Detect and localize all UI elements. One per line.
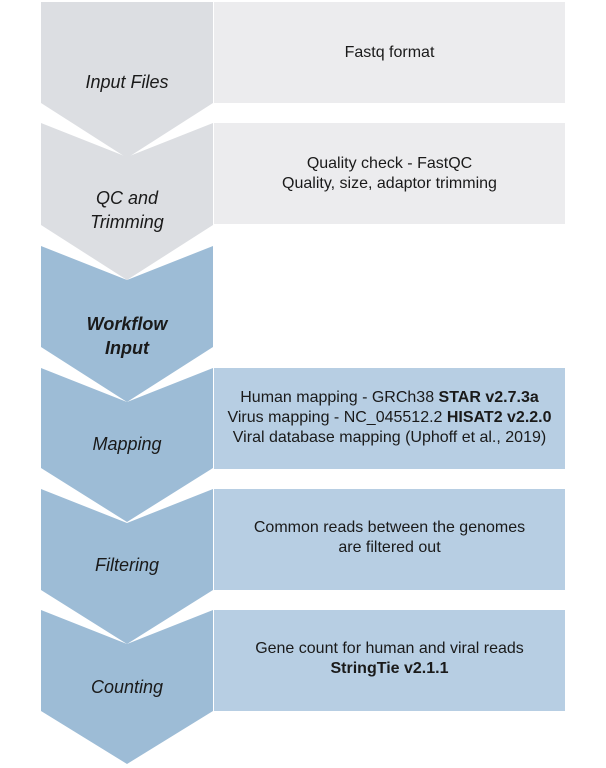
description-line: Common reads between the genomes <box>253 519 526 536</box>
description-line: Fastq format <box>344 44 435 61</box>
tool-name: StringTie v2.1.1 <box>330 660 449 677</box>
tool-name: HISAT2 v2.2.0 <box>446 409 552 426</box>
step-label-mapping: Mapping <box>92 434 162 454</box>
step-description-filtering: Common reads between the genomes are fil… <box>214 489 565 590</box>
step-description-mapping: Human mapping - GRCh38 STAR v2.7.3a Viru… <box>214 368 565 469</box>
step-label-filtering: Filtering <box>94 555 160 575</box>
description-line: are filtered out <box>338 539 441 556</box>
chevron-step-2 <box>41 246 213 402</box>
chevron-step-0 <box>41 2 213 158</box>
step-label-workflow-input: Workflow Input <box>86 314 168 358</box>
description-line: Quality, size, adaptor trimming <box>282 175 497 192</box>
chevron-step-1 <box>41 123 213 280</box>
description-line: Quality check - FastQC <box>306 155 473 172</box>
step-description-input-files: Fastq format <box>214 2 565 103</box>
step-label-qc-trimming: QC and Trimming <box>90 188 164 232</box>
description-line: StringTie v2.1.1 <box>331 659 449 679</box>
description-line: Viral database mapping (Uphoff et al., 2… <box>232 429 547 446</box>
description-line: Virus mapping - NC_045512.2 HISAT2 v2.2.… <box>227 409 552 426</box>
description-line: Human mapping - GRCh38 STAR v2.7.3a <box>240 389 539 406</box>
tool-name: STAR v2.7.3a <box>438 389 539 406</box>
chevron-step-5 <box>41 610 213 764</box>
step-label-input-files: Input Files <box>85 72 169 92</box>
description-line: Gene count for human and viral reads <box>255 640 524 657</box>
chevron-step-3 <box>41 368 213 522</box>
step-description-counting: Gene count for human and viral reads Str… <box>214 610 565 711</box>
step-label-counting: Counting <box>90 677 164 697</box>
step-description-qc-trimming: Quality check - FastQC Quality, size, ad… <box>214 123 565 224</box>
chevron-step-4 <box>41 489 213 644</box>
